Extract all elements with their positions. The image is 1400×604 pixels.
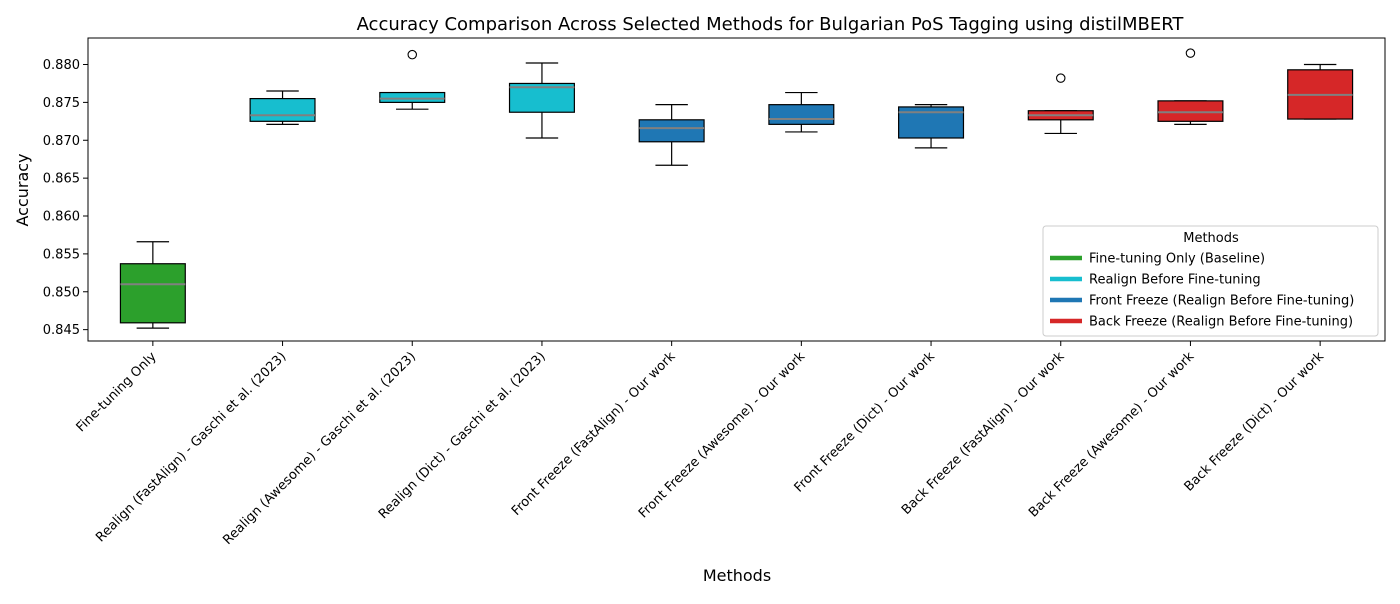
x-axis-label: Methods — [703, 566, 771, 585]
box-group — [1287, 63, 1354, 120]
chart-title: Accuracy Comparison Across Selected Meth… — [357, 14, 1185, 35]
x-tick-label: Back Freeze (Dict) - Our work — [1182, 349, 1328, 495]
outlier-point — [407, 49, 417, 60]
legend-title: Methods — [1183, 231, 1239, 246]
box-group — [638, 104, 705, 166]
box-group — [119, 241, 186, 329]
box-iqr — [379, 91, 446, 103]
box-iqr — [638, 119, 705, 143]
legend: Methods Fine-tuning Only (Baseline) Reali… — [1042, 225, 1379, 337]
y-tick-label: 0.845 — [43, 323, 80, 338]
box-iqr — [768, 104, 835, 125]
box-iqr — [249, 97, 316, 122]
x-tick-label: Front Freeze (Dict) - Our work — [792, 349, 939, 496]
legend-label: Front Freeze (Realign Before Fine-tuning… — [1089, 294, 1354, 309]
box-group — [249, 90, 316, 125]
outlier-point — [1056, 73, 1066, 83]
legend-label: Realign Before Fine-tuning — [1089, 273, 1261, 288]
box-iqr — [119, 263, 186, 324]
legend-label: Back Freeze (Realign Before Fine-tuning) — [1089, 315, 1353, 330]
y-tick-label: 0.880 — [43, 58, 80, 73]
y-axis-label: Accuracy — [13, 153, 32, 226]
y-tick-label: 0.875 — [43, 96, 80, 111]
y-tick-label: 0.855 — [43, 247, 80, 262]
box-group — [768, 91, 835, 133]
plot-frame — [87, 37, 1386, 342]
box-iqr — [508, 82, 575, 113]
outlier-point — [1185, 48, 1196, 58]
box-group — [1157, 48, 1224, 125]
legend-label: Fine-tuning Only (Baseline) — [1089, 252, 1265, 267]
legend-frame — [1042, 225, 1379, 337]
box-group — [1027, 73, 1094, 135]
x-tick-label: Fine-tuning Only — [74, 349, 160, 435]
plot-area — [119, 48, 1354, 329]
y-tick-label: 0.860 — [43, 210, 80, 225]
box-iqr — [1157, 100, 1224, 122]
y-tick-label: 0.870 — [43, 134, 80, 149]
box-group — [898, 104, 965, 149]
box-group — [508, 62, 575, 139]
y-axis: 0.845 0.850 0.855 0.860 0.865 0.870 0.875 0.880 — [43, 58, 88, 338]
box-group — [379, 49, 446, 110]
y-tick-label: 0.850 — [43, 285, 80, 300]
y-tick-label: 0.865 — [43, 172, 80, 187]
